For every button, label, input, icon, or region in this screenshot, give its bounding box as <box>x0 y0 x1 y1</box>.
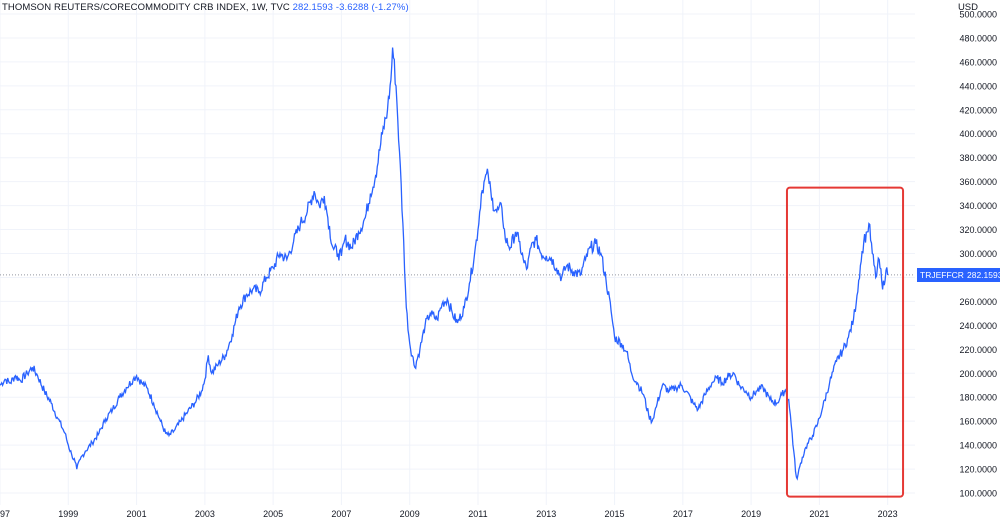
x-tick-label: 1999 <box>58 509 78 519</box>
y-tick-label: 300.0000 <box>959 249 997 259</box>
x-tick-label: 1997 <box>0 509 10 519</box>
y-tick-label: 160.0000 <box>959 417 997 427</box>
chart-grid <box>0 0 915 505</box>
x-tick-label: 2001 <box>127 509 147 519</box>
last-price-tag: 282.1593 <box>964 267 1000 282</box>
chart-header: THOMSON REUTERS/CORECOMMODITY CRB INDEX,… <box>2 2 409 13</box>
y-tick-label: 500.0000 <box>959 9 997 19</box>
x-tick-label: 2011 <box>468 509 487 519</box>
y-tick-label: 380.0000 <box>959 153 997 163</box>
price-axis[interactable]: 100.0000 120.0000 140.0000 160.0000 180.0000… <box>959 9 997 498</box>
y-tick-label: 200.0000 <box>959 369 997 379</box>
x-tick-label: 2019 <box>741 509 761 519</box>
y-tick-label: 220.0000 <box>959 345 997 355</box>
y-tick-label: 400.0000 <box>959 129 997 139</box>
time-axis[interactable]: 1997 1999 2001 2003 2005 2007 2009 2011 2013 2015… <box>0 509 898 519</box>
x-tick-label: 2009 <box>400 509 420 519</box>
y-tick-label: 140.0000 <box>959 441 997 451</box>
x-tick-label: 2017 <box>673 509 693 519</box>
y-tick-label: 420.0000 <box>959 105 997 115</box>
x-tick-label: 2013 <box>536 509 556 519</box>
y-tick-label: 360.0000 <box>959 177 997 187</box>
symbol-description: THOMSON REUTERS/CORECOMMODITY CRB INDEX,… <box>2 2 290 13</box>
y-tick-label: 120.0000 <box>959 465 997 475</box>
symbol-price-tag: TRJEFFCRB <box>917 267 973 282</box>
x-tick-label: 2007 <box>331 509 351 519</box>
y-tick-label: 260.0000 <box>959 297 997 307</box>
y-tick-label: 480.0000 <box>959 33 997 43</box>
highlight-box <box>785 186 905 498</box>
last-value: 282.1593 <box>292 2 334 13</box>
y-tick-label: 100.0000 <box>959 489 997 499</box>
x-tick-label: 2015 <box>605 509 625 519</box>
price-line <box>0 47 889 481</box>
x-tick-label: 2005 <box>263 509 283 519</box>
x-tick-label: 2021 <box>809 509 829 519</box>
x-tick-label: 2023 <box>878 509 898 519</box>
y-tick-label: 340.0000 <box>959 201 997 211</box>
price-change: -3.6288 (-1.27%) <box>335 2 409 13</box>
y-tick-label: 240.0000 <box>959 321 997 331</box>
y-tick-label: 320.0000 <box>959 225 997 235</box>
y-tick-label: 460.0000 <box>959 57 997 67</box>
x-tick-label: 2003 <box>195 509 215 519</box>
y-tick-label: 440.0000 <box>959 81 997 91</box>
currency-label: USD <box>957 2 978 13</box>
y-tick-label: 180.0000 <box>959 393 997 403</box>
